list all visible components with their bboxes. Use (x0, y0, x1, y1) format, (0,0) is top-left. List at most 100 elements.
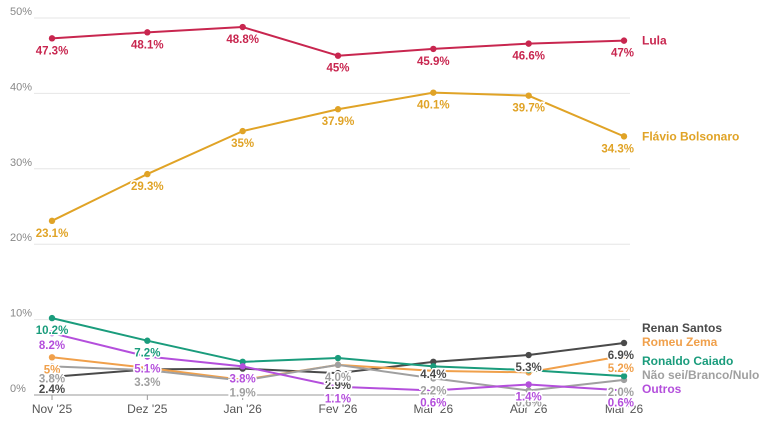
x-tick-label: Mai '26 (605, 402, 644, 416)
data-label: 5.1% (134, 364, 160, 376)
data-point (430, 375, 437, 382)
x-tick-label: Abr '26 (510, 402, 548, 416)
gridlines (34, 17, 630, 396)
data-label: 34.3% (601, 143, 634, 155)
data-label: 2.2% (420, 385, 446, 397)
data-label: 35% (231, 138, 254, 150)
data-point (334, 383, 342, 390)
data-point (144, 337, 151, 344)
data-point (525, 387, 532, 394)
data-label: 8.2% (39, 340, 65, 352)
y-tick-label: 50% (10, 6, 32, 18)
y-tick-label: 10% (10, 308, 32, 320)
data-label: 40.1% (417, 100, 450, 112)
data-point (620, 372, 628, 380)
data-point (334, 354, 342, 362)
data-label: 10.2% (36, 325, 69, 337)
data-label: 5.2% (608, 363, 634, 375)
data-point (334, 106, 342, 113)
data-label: 47% (611, 48, 634, 60)
data-point (144, 353, 151, 360)
data-point (48, 314, 56, 322)
data-label: 45.9% (417, 56, 450, 68)
series-name-label: Renan Santos (642, 321, 722, 335)
data-point (239, 363, 246, 370)
data-label: 5% (44, 364, 61, 376)
x-tick-label: Jan '26 (224, 402, 263, 416)
data-label: 48.8% (226, 34, 259, 46)
data-point (525, 381, 532, 388)
series-points (48, 23, 628, 394)
data-label: 4.4% (420, 369, 446, 381)
x-axis-ticks: Nov '25 Dez '25 Jan '26 Fev '26 Mar '26 Abr '… (32, 395, 644, 416)
data-label: 2.0% (230, 387, 256, 399)
data-label: 3.8% (39, 373, 65, 385)
series-lines (51, 26, 625, 392)
data-label: 6.9% (608, 350, 634, 362)
series-name-label: Ronaldo Caiado (642, 354, 733, 368)
data-label: 1.1% (325, 394, 351, 406)
data-label: 2.9% (325, 380, 351, 392)
data-label: 39.7% (512, 103, 545, 115)
y-tick-label: 30% (10, 157, 32, 169)
x-tick-label: Nov '25 (32, 402, 73, 416)
data-point (144, 29, 151, 36)
data-label: 3.3% (134, 377, 160, 389)
data-point (525, 40, 532, 47)
x-tick-label: Dez '25 (127, 402, 168, 416)
data-point (239, 127, 246, 135)
data-point (430, 363, 437, 370)
series-name-label: Lula (642, 34, 667, 48)
data-label: 45% (326, 63, 349, 75)
data-point (239, 23, 246, 31)
data-point (144, 170, 151, 178)
series-name-label: Flávio Bolsonaro (642, 129, 739, 143)
data-label: 7.2% (134, 348, 160, 360)
data-label: 3.8% (230, 373, 256, 385)
series-name-label: Romeu Zema (642, 335, 718, 349)
data-point (430, 367, 437, 375)
y-tick-label: 20% (10, 232, 32, 244)
data-point (430, 89, 437, 96)
data-point (620, 37, 628, 44)
data-label: 47.3% (36, 45, 69, 57)
x-tick-label: Mar '26 (414, 402, 454, 416)
data-label: 4.0% (325, 372, 351, 384)
data-point (334, 52, 342, 59)
data-label: 0.6% (420, 397, 446, 409)
data-point (620, 387, 628, 394)
series-name-label: Outros (642, 382, 682, 396)
data-point (144, 366, 151, 374)
data-point (620, 339, 628, 347)
data-label: 46.6% (512, 51, 545, 63)
data-point (430, 387, 437, 394)
data-label: 23.1% (36, 228, 69, 240)
data-point (525, 366, 532, 374)
y-tick-label: 40% (10, 81, 32, 93)
data-label: 5.3% (516, 362, 542, 374)
data-point (430, 45, 437, 53)
data-point (48, 35, 56, 42)
data-point (334, 369, 342, 377)
data-point (620, 352, 628, 359)
data-point (620, 133, 628, 140)
data-point (48, 354, 56, 361)
data-point (239, 377, 246, 384)
series-name-label: Não sei/Branco/Nulo (642, 368, 759, 382)
y-axis-ticks: 0% 10% 20% 30% 40% 50% (10, 6, 32, 395)
data-point (48, 363, 56, 370)
data-point (430, 358, 437, 366)
x-tick-label: Fev '26 (319, 402, 358, 416)
data-point (239, 358, 246, 366)
data-label: 0.6% (608, 397, 634, 409)
data-point (525, 351, 532, 359)
data-point (48, 217, 56, 225)
data-point (334, 361, 342, 369)
data-label: 1.9% (230, 388, 256, 400)
data-label: 48.1% (131, 39, 164, 51)
data-labels: 47.3% 48.1% 48.8% 45% 45.9% 46.6% 47% 23.1% 29.3… (34, 33, 635, 411)
data-point (525, 92, 532, 99)
y-tick-label: 0% (10, 383, 26, 395)
data-label: 1.4% (516, 391, 542, 403)
